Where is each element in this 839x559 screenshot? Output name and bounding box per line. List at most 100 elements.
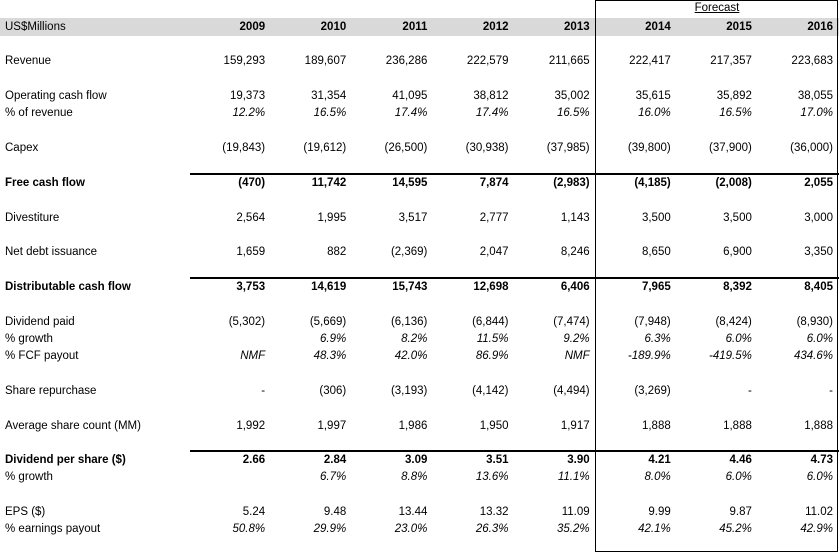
cell-capex-2011: (26,500) — [384, 142, 428, 154]
cell-dividend-paid-2014: (7,948) — [634, 316, 671, 328]
cell-dividend-per-share-2013: 3.90 — [567, 454, 590, 466]
cell-distributable-cash-flow-2014: 7,965 — [641, 281, 671, 293]
year-header-2014: 2014 — [645, 21, 671, 33]
row-dividend-pct-growth: % growth 6.9% 8.2% 11.5% 9.2% 6.3% 6.0% 6.0% — [0, 331, 839, 348]
cell-operating-cash-flow-2011: 41,095 — [392, 90, 428, 102]
row-operating-cash-flow: Operating cash flow 19,373 31,354 41,095 38,… — [0, 88, 839, 105]
cell-dps-pct-growth-2014: 8.0% — [644, 471, 671, 483]
cell-dividend-pct-growth-2015: 6.0% — [725, 333, 752, 345]
cell-share-repurchase-2012: (4,142) — [472, 385, 509, 397]
cell-free-cash-flow-2012: 7,874 — [479, 177, 509, 189]
cell-pct-earnings-payout-2013: 35.2% — [557, 523, 590, 535]
cell-distributable-cash-flow-2011: 15,743 — [392, 281, 428, 293]
cell-free-cash-flow-2010: 11,742 — [311, 177, 347, 189]
row-capex: Capex (19,843) (19,612) (26,500) (30,938) (37… — [0, 140, 839, 157]
row-label-pct-fcf-payout: % FCF payout — [5, 350, 79, 362]
row-net-debt-issuance: Net debt issuance 1,659 882 (2,369) 2,047 8,2… — [0, 244, 839, 261]
cell-revenue-2009: 159,293 — [223, 55, 266, 67]
cell-capex-2010: (19,612) — [303, 142, 347, 154]
cell-pct-of-revenue-2010: 16.5% — [313, 107, 347, 119]
cell-revenue-2016: 223,683 — [791, 55, 833, 67]
year-header-2012: 2012 — [482, 21, 509, 33]
cell-operating-cash-flow-2012: 38,812 — [473, 90, 509, 102]
row-label-free-cash-flow: Free cash flow — [5, 177, 85, 189]
cell-distributable-cash-flow-2015: 8,392 — [723, 281, 752, 293]
cell-eps-2014: 9.99 — [648, 506, 671, 518]
cell-eps-2012: 13.32 — [479, 506, 509, 518]
cell-net-debt-issuance-2011: (2,369) — [390, 246, 428, 258]
cell-pct-of-revenue-2016: 17.0% — [800, 107, 833, 119]
cell-net-debt-issuance-2009: 1,659 — [236, 246, 266, 258]
cell-net-debt-issuance-2013: 8,246 — [560, 246, 590, 258]
row-label-divestiture: Divestiture — [5, 212, 60, 224]
row-eps: EPS ($) 5.24 9.48 13.44 13.32 11.09 9.99 9.87 11… — [0, 504, 839, 521]
cell-dividend-paid-2015: (8,424) — [715, 316, 752, 328]
table-body: Revenue 159,293 189,607 236,286 222,579 211,6… — [0, 53, 839, 538]
cell-capex-2009: (19,843) — [222, 142, 266, 154]
row-label-revenue: Revenue — [5, 55, 52, 67]
row-pct-of-revenue: % of revenue 12.2% 16.5% 17.4% 17.4% 16.5% 16.… — [0, 105, 839, 122]
cell-operating-cash-flow-2009: 19,373 — [229, 90, 266, 102]
cell-capex-2012: (30,938) — [465, 142, 509, 154]
row-label-net-debt-issuance: Net debt issuance — [5, 246, 98, 258]
year-header-2015: 2015 — [726, 21, 752, 33]
cell-dps-pct-growth-2016: 6.0% — [806, 471, 833, 483]
row-label-dps-pct-growth: % growth — [5, 471, 53, 483]
cell-distributable-cash-flow-2016: 8,405 — [804, 281, 833, 293]
cell-capex-2016: (36,000) — [790, 142, 833, 154]
cell-eps-2011: 13.44 — [398, 506, 428, 518]
cell-net-debt-issuance-2010: 882 — [327, 246, 347, 258]
cell-divestiture-2012: 2,777 — [479, 212, 509, 224]
row-pct-fcf-payout: % FCF payout NMF 48.3% 42.0% 86.9% NMF -189.9%… — [0, 348, 839, 365]
cell-revenue-2015: 217,357 — [710, 55, 752, 67]
row-revenue: Revenue 159,293 189,607 236,286 222,579 211,6… — [0, 53, 839, 70]
cell-dps-pct-growth-2011: 8.8% — [401, 471, 428, 483]
cell-divestiture-2013: 1,143 — [560, 212, 590, 224]
cell-distributable-cash-flow-2013: 6,406 — [560, 281, 590, 293]
cell-dps-pct-growth-2010: 6.7% — [320, 471, 347, 483]
cell-divestiture-2009: 2,564 — [236, 212, 266, 224]
unit-label: US$Millions — [5, 21, 66, 33]
row-dividend-paid: Dividend paid (5,302) (5,669) (6,136) (6,844… — [0, 314, 839, 331]
row-label-dividend-pct-growth: % growth — [5, 333, 53, 345]
cell-dps-pct-growth-2009 — [190, 469, 271, 486]
cell-net-debt-issuance-2015: 6,900 — [723, 246, 752, 258]
cell-distributable-cash-flow-2009: 3,753 — [236, 281, 266, 293]
cell-dividend-paid-2016: (8,930) — [796, 316, 833, 328]
year-header-row: US$Millions 2009 2010 2011 2012 2013 2014 2015… — [0, 18, 839, 36]
cell-eps-2016: 11.02 — [805, 506, 833, 518]
cell-eps-2009: 5.24 — [242, 506, 266, 518]
row-label-operating-cash-flow: Operating cash flow — [5, 90, 107, 102]
cell-capex-2015: (37,900) — [709, 142, 752, 154]
cell-operating-cash-flow-2014: 35,615 — [635, 90, 671, 102]
cell-average-share-count-2014: 1,888 — [641, 420, 671, 432]
row-label-dividend-paid: Dividend paid — [5, 316, 75, 328]
cell-dividend-per-share-2010: 2.84 — [323, 454, 347, 466]
row-label-distributable-cash-flow: Distributable cash flow — [5, 281, 131, 293]
cell-revenue-2012: 222,579 — [466, 55, 509, 67]
cell-dps-pct-growth-2012: 13.6% — [475, 471, 509, 483]
cell-free-cash-flow-2015: (2,008) — [715, 177, 752, 189]
row-dividend-per-share: Dividend per share ($) 2.66 2.84 3.09 3.51 3.… — [0, 450, 839, 469]
cell-dps-pct-growth-2013: 11.1% — [557, 471, 590, 483]
cell-revenue-2011: 236,286 — [385, 55, 428, 67]
cell-share-repurchase-2011: (3,193) — [390, 385, 428, 397]
cell-dividend-pct-growth-2009 — [190, 331, 271, 348]
cell-dividend-paid-2010: (5,669) — [309, 316, 347, 328]
cell-pct-of-revenue-2014: 16.0% — [638, 107, 671, 119]
cell-pct-fcf-payout-2012: 86.9% — [475, 350, 509, 362]
year-header-2013: 2013 — [564, 21, 590, 33]
cell-free-cash-flow-2016: 2,055 — [804, 177, 833, 189]
cell-dividend-paid-2012: (6,844) — [472, 316, 509, 328]
cell-average-share-count-2009: 1,992 — [236, 420, 266, 432]
cell-pct-fcf-payout-2010: 48.3% — [313, 350, 347, 362]
cell-capex-2013: (37,985) — [546, 142, 590, 154]
cell-dividend-pct-growth-2013: 9.2% — [563, 333, 590, 345]
row-label-average-share-count: Average share count (MM) — [5, 420, 141, 432]
cell-pct-earnings-payout-2012: 26.3% — [475, 523, 509, 535]
row-free-cash-flow: Free cash flow (470) 11,742 14,595 7,874 (2,9… — [0, 173, 839, 192]
forecast-header-area: Forecast — [0, 0, 839, 18]
cell-divestiture-2010: 1,995 — [317, 212, 347, 224]
cell-distributable-cash-flow-2012: 12,698 — [473, 281, 509, 293]
cell-share-repurchase-2013: (4,494) — [553, 385, 590, 397]
